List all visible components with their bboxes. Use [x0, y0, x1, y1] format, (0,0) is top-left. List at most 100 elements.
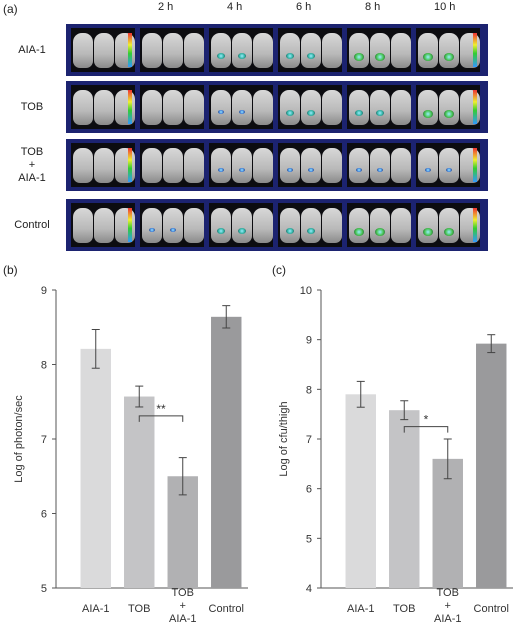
- mouse-image: [439, 148, 459, 183]
- mouse-image: [73, 208, 93, 243]
- luminescence-spot: [238, 228, 246, 234]
- mouse-image: [322, 208, 342, 243]
- mouse-image: [391, 148, 411, 183]
- mouse-image: [460, 148, 480, 183]
- luminescence-spot: [218, 110, 224, 114]
- mouse-image: [418, 208, 438, 243]
- luminescence-spot: [423, 110, 433, 118]
- luminescence-spot: [149, 228, 155, 232]
- row-label-line: TOB: [20, 100, 44, 113]
- imaging-frame: [347, 143, 411, 187]
- time-label: 6 h: [296, 1, 312, 13]
- luminescence-spot: [355, 110, 363, 116]
- row-label-line: AIA-1: [18, 171, 46, 184]
- x-tick-label: TOB: [128, 603, 150, 615]
- imaging-frame: [278, 85, 342, 129]
- luminescence-spot: [444, 53, 454, 61]
- imaging-frame: [71, 85, 135, 129]
- x-tick-label: TOB: [393, 603, 415, 615]
- mouse-image: [142, 208, 162, 243]
- y-tick-label: 7: [306, 434, 312, 446]
- mouse-image: [301, 148, 321, 183]
- luminescence-spot: [308, 168, 314, 172]
- mouse-image: [184, 148, 204, 183]
- mouse-image: [460, 33, 480, 68]
- luminescence-spot: [238, 53, 246, 59]
- y-tick-label: 10: [300, 285, 312, 297]
- mouse-image: [163, 33, 183, 68]
- imaging-strip: [66, 81, 488, 133]
- mouse-image: [73, 90, 93, 125]
- mouse-image: [391, 33, 411, 68]
- mouse-image: [439, 33, 459, 68]
- mouse-image: [163, 90, 183, 125]
- mouse-image: [280, 90, 300, 125]
- mouse-image: [253, 148, 273, 183]
- luminescence-spot: [286, 110, 294, 116]
- y-tick-label: 8: [41, 360, 47, 372]
- mouse-image: [349, 33, 369, 68]
- y-axis-label: Log of photon/sec: [13, 395, 25, 483]
- mouse-image: [253, 33, 273, 68]
- mouse-image: [115, 148, 135, 183]
- row-label-line: Control: [14, 218, 50, 231]
- mouse-image: [322, 90, 342, 125]
- mouse-image: [184, 90, 204, 125]
- luminescence-spot: [217, 228, 225, 234]
- mouse-image: [301, 33, 321, 68]
- mouse-image: [253, 208, 273, 243]
- significance-bracket: [138, 415, 184, 422]
- mouse-image: [211, 208, 231, 243]
- luminescence-spot: [444, 110, 454, 118]
- row-label: Control: [2, 219, 62, 232]
- mouse-image: [280, 33, 300, 68]
- bar: [476, 343, 507, 588]
- mouse-image: [349, 208, 369, 243]
- imaging-frame: [347, 203, 411, 247]
- luminescence-spot: [307, 53, 315, 59]
- color-scale-bar: [473, 90, 477, 124]
- mouse-image: [94, 33, 114, 68]
- time-label: 4 h: [227, 1, 243, 13]
- color-scale-bar: [128, 208, 132, 242]
- x-tick-label: TOB: [172, 587, 194, 599]
- mouse-image: [142, 148, 162, 183]
- mouse-image: [370, 90, 390, 125]
- luminescence-spot: [170, 228, 176, 232]
- panel-a-letter: (a): [3, 2, 18, 16]
- luminescence-spot: [354, 53, 364, 61]
- imaging-frame: [209, 28, 273, 72]
- imaging-frame: [209, 85, 273, 129]
- imaging-frame: [71, 203, 135, 247]
- luminescence-spot: [218, 168, 224, 172]
- imaging-frame: [416, 85, 480, 129]
- row-label-line: TOB: [20, 145, 44, 158]
- imaging-frame: [416, 143, 480, 187]
- luminescence-spot: [239, 110, 245, 114]
- x-tick-label: Control: [209, 603, 244, 615]
- mouse-image: [418, 33, 438, 68]
- luminescence-spot: [375, 53, 385, 61]
- row-label-line: +: [28, 158, 36, 171]
- mouse-image: [73, 33, 93, 68]
- bar: [345, 394, 376, 588]
- time-label: 2 h: [158, 1, 174, 13]
- mouse-image: [322, 33, 342, 68]
- imaging-strip: [66, 199, 488, 251]
- imaging-frame: [209, 203, 273, 247]
- mouse-image: [232, 90, 252, 125]
- significance-label: **: [156, 402, 166, 416]
- mouse-image: [232, 33, 252, 68]
- mouse-image: [370, 208, 390, 243]
- mouse-image: [94, 90, 114, 125]
- mouse-image: [73, 148, 93, 183]
- mouse-image: [94, 148, 114, 183]
- mouse-image: [439, 208, 459, 243]
- x-tick-label: +: [445, 600, 451, 612]
- imaging-frame: [278, 143, 342, 187]
- mouse-image: [211, 90, 231, 125]
- imaging-frame: [278, 203, 342, 247]
- color-scale-bar: [473, 33, 477, 67]
- imaging-frame: [278, 28, 342, 72]
